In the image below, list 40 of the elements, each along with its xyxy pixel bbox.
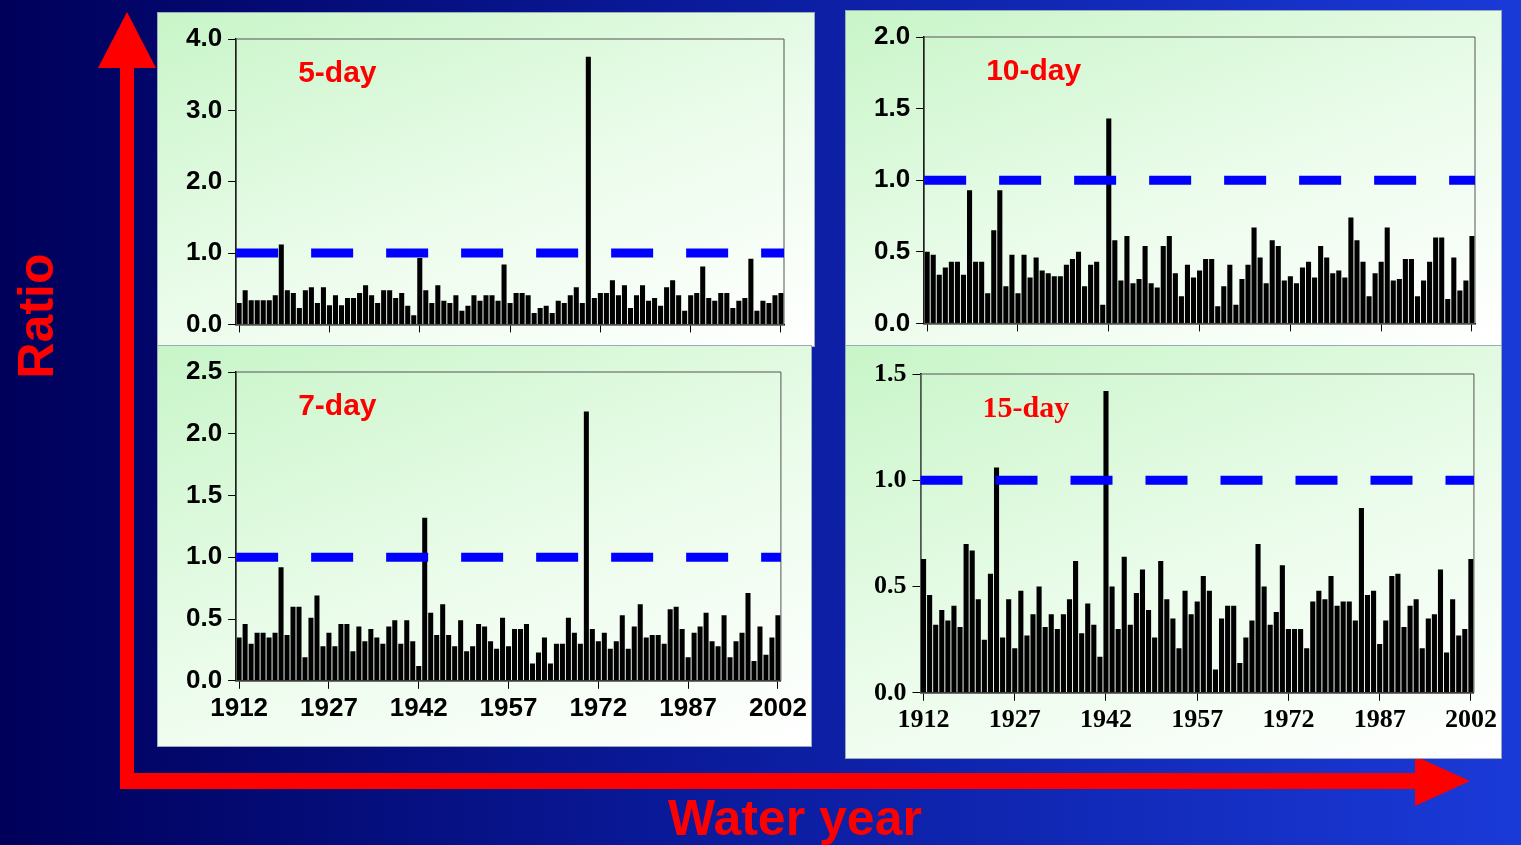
y-tick-label: 2.5: [185, 355, 223, 386]
y-tick-label: 3.0: [185, 93, 223, 124]
annotation: 15-day: [982, 389, 1070, 423]
x-tick-label: 1912: [897, 704, 950, 734]
x-tick-label: 1942: [1079, 704, 1132, 734]
y-axis-title: Ratio: [7, 253, 65, 379]
y-tick-label: 0.5: [874, 570, 907, 600]
x-tick-label: 1912: [210, 691, 269, 722]
annotation: 5-day: [298, 55, 377, 89]
x-tick-label: 1927: [988, 704, 1041, 734]
x-tick-label: 1957: [479, 691, 538, 722]
x-tick-label: 1987: [1353, 704, 1406, 734]
y-tick-label: 1.5: [185, 478, 223, 509]
y-tick-label: 0.0: [874, 676, 907, 706]
y-tick-label: 0.0: [185, 307, 223, 338]
x-tick-label: 1972: [1262, 704, 1315, 734]
y-tick-label: 2.0: [873, 20, 911, 51]
y-tick-label: 1.0: [873, 163, 911, 194]
x-axis-title: Water year: [668, 789, 922, 845]
y-tick-label: 0.5: [873, 234, 911, 265]
x-tick-label: 1972: [569, 691, 628, 722]
x-tick-label: 1987: [659, 691, 718, 722]
y-tick-label: 1.5: [873, 91, 911, 122]
x-tick-label: 1942: [389, 691, 448, 722]
y-tick-label: 1.5: [874, 357, 907, 387]
y-tick-label: 1.0: [185, 540, 223, 571]
x-tick-label: 2002: [1444, 704, 1497, 734]
x-tick-label: 1957: [1171, 704, 1224, 734]
y-tick-label: 1.0: [874, 463, 907, 493]
x-tick-label: 1927: [300, 691, 358, 722]
y-tick-label: 2.0: [185, 164, 223, 195]
y-tick-label: 2.0: [185, 416, 223, 447]
annotation: 7-day: [298, 388, 377, 422]
y-tick-label: 4.0: [185, 22, 223, 53]
y-tick-label: 0.5: [185, 602, 223, 633]
annotation: 10-day: [986, 53, 1082, 87]
y-tick-label: 0.0: [185, 663, 223, 694]
y-tick-label: 1.0: [185, 236, 223, 267]
x-tick-label: 2002: [749, 691, 807, 722]
y-tick-label: 0.0: [873, 306, 911, 337]
